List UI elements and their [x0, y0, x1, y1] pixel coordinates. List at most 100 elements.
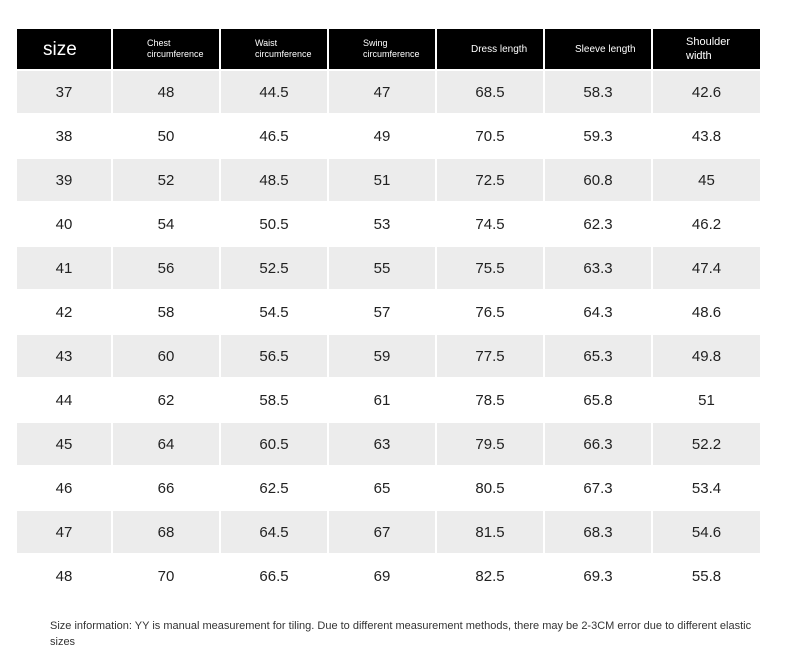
- cell-sleeve-length: 62.3: [545, 203, 651, 245]
- size-chart-table: size Chest circumference Waist circumfer…: [17, 29, 760, 599]
- cell-sleeve-length: 66.3: [545, 423, 651, 465]
- cell-dress-length: 75.5: [437, 247, 543, 289]
- cell-swing: 63: [329, 423, 435, 465]
- cell-waist: 64.5: [221, 511, 327, 553]
- cell-waist: 44.5: [221, 71, 327, 113]
- cell-chest: 60: [113, 335, 219, 377]
- cell-sleeve-length: 63.3: [545, 247, 651, 289]
- cell-chest: 56: [113, 247, 219, 289]
- cell-dress-length: 68.5: [437, 71, 543, 113]
- cell-shoulder-width: 52.2: [653, 423, 760, 465]
- cell-shoulder-width: 45: [653, 159, 760, 201]
- cell-waist: 66.5: [221, 555, 327, 597]
- cell-size: 38: [17, 115, 111, 157]
- cell-swing: 47: [329, 71, 435, 113]
- cell-sleeve-length: 65.3: [545, 335, 651, 377]
- cell-swing: 67: [329, 511, 435, 553]
- table-row: 48 70 66.5 69 82.5 69.3 55.8: [17, 555, 760, 597]
- cell-chest: 64: [113, 423, 219, 465]
- cell-swing: 59: [329, 335, 435, 377]
- cell-dress-length: 77.5: [437, 335, 543, 377]
- table-row: 44 62 58.5 61 78.5 65.8 51: [17, 379, 760, 421]
- cell-chest: 50: [113, 115, 219, 157]
- table-row: 47 68 64.5 67 81.5 68.3 54.6: [17, 511, 760, 553]
- table-body: 37 48 44.5 47 68.5 58.3 42.6 38 50 46.5 49 70.5 59.3…: [17, 71, 760, 597]
- header-waist-circumference: Waist circumference: [221, 29, 327, 69]
- cell-dress-length: 72.5: [437, 159, 543, 201]
- table-row: 41 56 52.5 55 75.5 63.3 47.4: [17, 247, 760, 289]
- cell-waist: 50.5: [221, 203, 327, 245]
- cell-chest: 48: [113, 71, 219, 113]
- table-row: 39 52 48.5 51 72.5 60.8 45: [17, 159, 760, 201]
- cell-dress-length: 79.5: [437, 423, 543, 465]
- cell-waist: 52.5: [221, 247, 327, 289]
- table-header-row: size Chest circumference Waist circumfer…: [17, 29, 760, 69]
- header-chest-circumference: Chest circumference: [113, 29, 219, 69]
- cell-shoulder-width: 48.6: [653, 291, 760, 333]
- cell-dress-length: 76.5: [437, 291, 543, 333]
- cell-sleeve-length: 68.3: [545, 511, 651, 553]
- cell-dress-length: 80.5: [437, 467, 543, 509]
- cell-dress-length: 78.5: [437, 379, 543, 421]
- cell-swing: 57: [329, 291, 435, 333]
- cell-chest: 52: [113, 159, 219, 201]
- cell-shoulder-width: 54.6: [653, 511, 760, 553]
- cell-shoulder-width: 43.8: [653, 115, 760, 157]
- cell-swing: 55: [329, 247, 435, 289]
- cell-sleeve-length: 67.3: [545, 467, 651, 509]
- header-swing-circumference: Swing circumference: [329, 29, 435, 69]
- cell-chest: 54: [113, 203, 219, 245]
- cell-chest: 66: [113, 467, 219, 509]
- header-shoulder-width: Shoulder width: [653, 29, 760, 69]
- cell-waist: 48.5: [221, 159, 327, 201]
- cell-sleeve-length: 58.3: [545, 71, 651, 113]
- header-dress-length: Dress length: [437, 29, 543, 69]
- cell-dress-length: 70.5: [437, 115, 543, 157]
- size-information-note: Size information: YY is manual measureme…: [50, 620, 752, 648]
- cell-shoulder-width: 42.6: [653, 71, 760, 113]
- cell-size: 45: [17, 423, 111, 465]
- cell-size: 37: [17, 71, 111, 113]
- cell-size: 44: [17, 379, 111, 421]
- table-row: 37 48 44.5 47 68.5 58.3 42.6: [17, 71, 760, 113]
- cell-shoulder-width: 46.2: [653, 203, 760, 245]
- table-row: 45 64 60.5 63 79.5 66.3 52.2: [17, 423, 760, 465]
- cell-chest: 68: [113, 511, 219, 553]
- header-size: size: [17, 29, 111, 69]
- cell-sleeve-length: 69.3: [545, 555, 651, 597]
- cell-sleeve-length: 60.8: [545, 159, 651, 201]
- table-row: 46 66 62.5 65 80.5 67.3 53.4: [17, 467, 760, 509]
- cell-waist: 54.5: [221, 291, 327, 333]
- cell-shoulder-width: 51: [653, 379, 760, 421]
- cell-dress-length: 74.5: [437, 203, 543, 245]
- cell-size: 48: [17, 555, 111, 597]
- header-sleeve-length: Sleeve length: [545, 29, 651, 69]
- cell-size: 41: [17, 247, 111, 289]
- cell-shoulder-width: 53.4: [653, 467, 760, 509]
- table-row: 40 54 50.5 53 74.5 62.3 46.2: [17, 203, 760, 245]
- cell-waist: 62.5: [221, 467, 327, 509]
- cell-size: 47: [17, 511, 111, 553]
- cell-chest: 58: [113, 291, 219, 333]
- cell-swing: 65: [329, 467, 435, 509]
- cell-swing: 61: [329, 379, 435, 421]
- cell-size: 42: [17, 291, 111, 333]
- cell-size: 39: [17, 159, 111, 201]
- cell-waist: 46.5: [221, 115, 327, 157]
- table-row: 42 58 54.5 57 76.5 64.3 48.6: [17, 291, 760, 333]
- cell-chest: 70: [113, 555, 219, 597]
- cell-swing: 51: [329, 159, 435, 201]
- cell-shoulder-width: 49.8: [653, 335, 760, 377]
- cell-dress-length: 82.5: [437, 555, 543, 597]
- cell-waist: 58.5: [221, 379, 327, 421]
- cell-sleeve-length: 64.3: [545, 291, 651, 333]
- cell-swing: 69: [329, 555, 435, 597]
- cell-chest: 62: [113, 379, 219, 421]
- cell-swing: 49: [329, 115, 435, 157]
- table-row: 38 50 46.5 49 70.5 59.3 43.8: [17, 115, 760, 157]
- cell-waist: 60.5: [221, 423, 327, 465]
- cell-swing: 53: [329, 203, 435, 245]
- cell-dress-length: 81.5: [437, 511, 543, 553]
- cell-shoulder-width: 47.4: [653, 247, 760, 289]
- cell-sleeve-length: 65.8: [545, 379, 651, 421]
